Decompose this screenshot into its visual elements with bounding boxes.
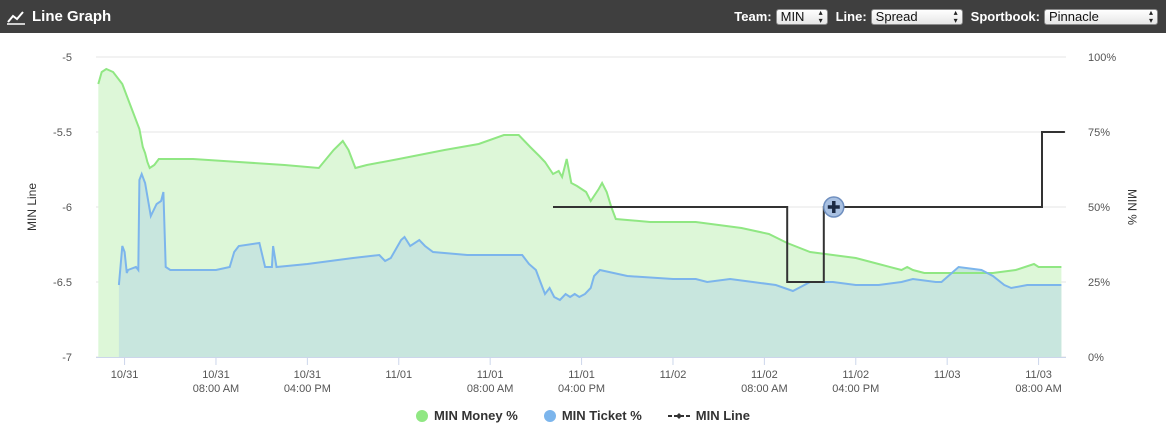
sportbook-select-value: Pinnacle bbox=[1049, 9, 1099, 24]
select-arrows-icon: ▴ ▾ bbox=[818, 7, 823, 25]
ticket-legend-dot bbox=[543, 409, 556, 422]
title-group: Line Graph bbox=[6, 0, 111, 33]
ticket-area bbox=[118, 174, 1062, 357]
x-tick-label-time: 04:00 PM bbox=[832, 383, 879, 395]
left-axis-ticks: -5 -5.5 -6 -6.5 -7 bbox=[53, 52, 72, 364]
legend-label-line: MIN Line bbox=[695, 408, 750, 423]
right-tick-label: 75% bbox=[1088, 127, 1110, 139]
right-tick-label: 100% bbox=[1088, 52, 1116, 64]
x-tick-label-time: 08:00 AM bbox=[1015, 383, 1061, 395]
x-tick-label-date: 11/02 bbox=[751, 369, 778, 381]
left-tick-label: -6 bbox=[62, 202, 72, 214]
x-axis-ticks: 10/31 10/31 08:00 AM 10/31 04:00 PM 11/01 11/0… bbox=[111, 357, 1062, 395]
left-axis-label: MIN Line bbox=[25, 183, 39, 231]
money-legend-dot bbox=[416, 409, 429, 422]
legend-item-ticket[interactable]: MIN Ticket % bbox=[543, 408, 642, 423]
min-line-series bbox=[553, 131, 1065, 283]
chart-header: Line Graph Team: MIN ▴ ▾ Line: Spread ▴ ▾ … bbox=[0, 0, 1166, 33]
x-tick-label-date: 11/01 bbox=[568, 369, 595, 381]
chart-controls: Team: MIN ▴ ▾ Line: Spread ▴ ▾ Sportbook: … bbox=[726, 0, 1158, 33]
legend-label-money: MIN Money % bbox=[434, 408, 518, 423]
x-tick-label-date: 11/01 bbox=[385, 369, 412, 381]
left-tick-label: -5.5 bbox=[53, 127, 72, 139]
x-tick-label-time: 08:00 AM bbox=[467, 383, 513, 395]
team-select-value: MIN bbox=[780, 9, 805, 24]
legend-label-ticket: MIN Ticket % bbox=[561, 408, 642, 423]
x-tick-label-time: 04:00 PM bbox=[284, 383, 331, 395]
x-tick-label-date: 11/03 bbox=[1025, 369, 1052, 381]
chart-title: Line Graph bbox=[32, 8, 112, 25]
right-tick-label: 50% bbox=[1088, 202, 1110, 214]
x-tick-label-date: 10/31 bbox=[202, 369, 230, 381]
line-chart-icon bbox=[7, 10, 25, 25]
chart-legend: MIN Money % MIN Ticket % MIN Line bbox=[0, 408, 1166, 423]
legend-item-line[interactable]: MIN Line bbox=[667, 408, 750, 423]
right-axis-label: MIN % bbox=[1125, 189, 1139, 225]
plus-marker-icon[interactable] bbox=[823, 196, 845, 218]
ticket-series-line bbox=[117, 171, 1062, 302]
x-tick-label-time: 08:00 AM bbox=[741, 383, 787, 395]
line-select[interactable]: Spread ▴ ▾ bbox=[870, 7, 963, 25]
line-label: Line: bbox=[835, 9, 867, 24]
sportbook-label: Sportbook: bbox=[970, 9, 1040, 24]
right-tick-label: 0% bbox=[1088, 352, 1104, 364]
money-series-line bbox=[97, 67, 1062, 274]
x-tick-label-date: 11/02 bbox=[842, 369, 869, 381]
x-tick-label-date: 11/03 bbox=[934, 369, 961, 381]
select-arrows-icon: ▴ ▾ bbox=[1148, 7, 1153, 25]
select-arrows-icon: ▴ ▾ bbox=[953, 7, 958, 25]
team-label: Team: bbox=[734, 9, 772, 24]
left-tick-label: -6.5 bbox=[53, 277, 72, 289]
right-tick-label: 25% bbox=[1088, 277, 1110, 289]
left-tick-label: -5 bbox=[62, 52, 72, 64]
line-select-value: Spread bbox=[875, 9, 918, 24]
x-tick-label-date: 11/02 bbox=[660, 369, 687, 381]
x-tick-label-date: 11/01 bbox=[477, 369, 504, 381]
left-tick-label: -7 bbox=[62, 352, 72, 364]
legend-item-money[interactable]: MIN Money % bbox=[416, 408, 518, 423]
x-tick-label-time: 04:00 PM bbox=[558, 383, 605, 395]
line-graph-chart: -5-5.5-6-6.5-7 100%75%50%25%0% 10/31 10/3… bbox=[25, 52, 1139, 395]
line-legend-marker bbox=[667, 412, 690, 419]
sportbook-select[interactable]: Pinnacle ▴ ▾ bbox=[1044, 7, 1158, 25]
x-tick-label-date: 10/31 bbox=[294, 369, 322, 381]
x-tick-label-time: 08:00 AM bbox=[193, 383, 239, 395]
x-tick-label-date: 10/31 bbox=[111, 369, 139, 381]
team-select[interactable]: MIN ▴ ▾ bbox=[775, 7, 828, 25]
right-axis-ticks: 100% 75% 50% 25% 0% bbox=[1088, 52, 1116, 364]
